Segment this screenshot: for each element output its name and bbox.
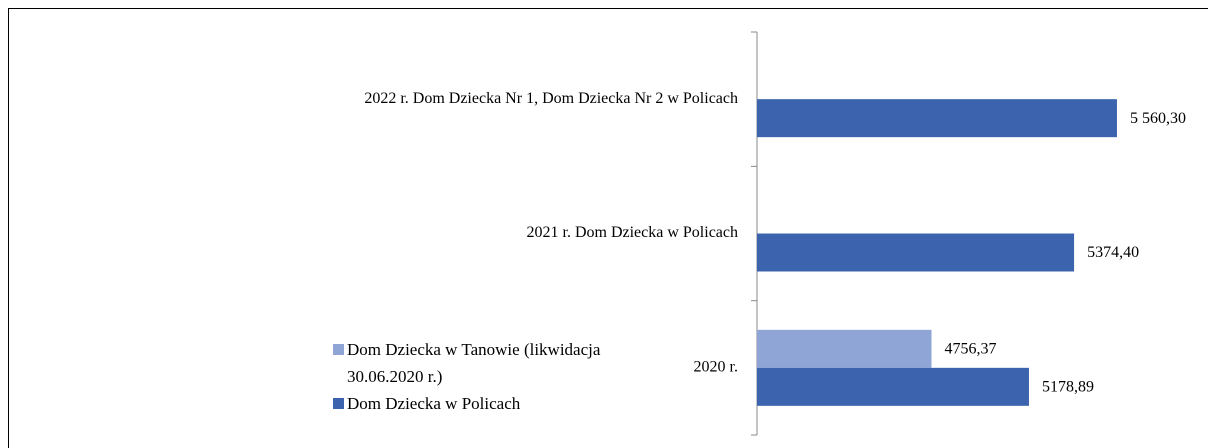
category-label: 2022 r. Dom Dziecka Nr 1, Dom Dziecka Nr… bbox=[364, 90, 738, 107]
legend: Dom Dziecka w Tanowie (likwidacja 30.06.… bbox=[333, 336, 603, 417]
legend-swatch bbox=[333, 344, 344, 355]
bar bbox=[757, 367, 1029, 406]
chart-border bbox=[8, 8, 1208, 448]
legend-label: Dom Dziecka w Policach bbox=[347, 394, 521, 413]
bar bbox=[757, 99, 1117, 138]
value-label: 5 560,30 bbox=[1130, 110, 1186, 127]
bar bbox=[757, 233, 1075, 272]
legend-label: Dom Dziecka w Tanowie (likwidacja 30.06.… bbox=[347, 340, 601, 386]
legend-item: Dom Dziecka w Policach bbox=[333, 390, 603, 417]
value-label: 5178,89 bbox=[1042, 379, 1094, 396]
category-label: 2020 r. bbox=[694, 359, 738, 376]
bar bbox=[757, 329, 932, 368]
legend-swatch bbox=[333, 398, 344, 409]
category-label: 2021 r. Dom Dziecka w Policach bbox=[527, 224, 739, 241]
value-label: 5374,40 bbox=[1087, 244, 1139, 261]
value-label: 4756,37 bbox=[944, 341, 996, 358]
legend-item: Dom Dziecka w Tanowie (likwidacja 30.06.… bbox=[333, 336, 603, 390]
